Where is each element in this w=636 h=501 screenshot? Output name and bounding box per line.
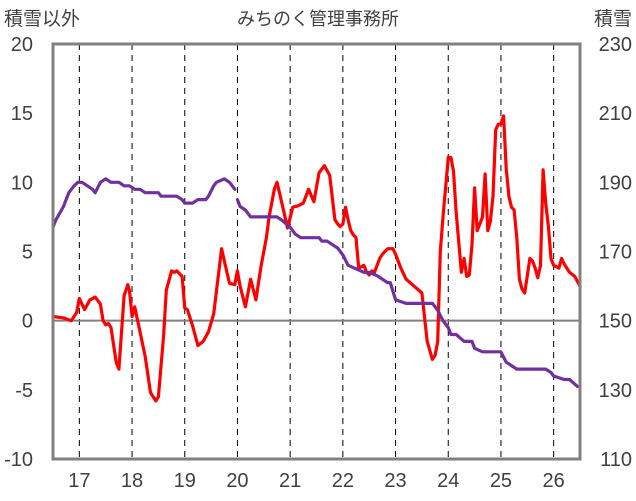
- y-left-axis-label: 積雪以外: [4, 8, 80, 30]
- y-left-tick-label: 10: [11, 172, 33, 194]
- plot-frame: [51, 42, 582, 461]
- chart-title: みちのく管理事務所: [237, 9, 399, 30]
- y-right-axis-label: 積雪: [594, 8, 632, 30]
- temperature-line: [51, 114, 582, 403]
- x-tick-label: 18: [121, 470, 143, 492]
- x-tick-label: 22: [332, 470, 354, 492]
- y-right-tick-label: 190: [599, 172, 632, 194]
- tick-labels: 17 18 19 20 21 22 23 24 25 26 20 15 10 5 0 -5 -10 230 210 1…: [4, 34, 632, 492]
- x-tick-label: 26: [543, 470, 565, 492]
- y-right-tick-label: 130: [599, 380, 632, 402]
- y-right-tick-label: 210: [599, 103, 632, 125]
- x-tick-label: 23: [384, 470, 406, 492]
- snow-depth-line: [51, 177, 237, 229]
- grid: [53, 44, 580, 459]
- x-tick-label: 17: [68, 470, 90, 492]
- y-left-tick-label: -10: [4, 449, 33, 471]
- y-left-tick-label: 20: [11, 34, 33, 56]
- y-right-tick-label: 110: [600, 449, 632, 471]
- y-left-tick-label: -5: [15, 380, 33, 402]
- y-left-tick-label: 15: [11, 103, 33, 125]
- series-group: [51, 114, 582, 403]
- x-tick-label: 25: [490, 470, 512, 492]
- y-left-tick-label: 0: [22, 311, 33, 333]
- x-tick-label: 24: [437, 470, 459, 492]
- y-right-tick-label: 230: [599, 34, 632, 56]
- y-right-tick-label: 150: [599, 311, 632, 333]
- snow-depth-line: [235, 198, 580, 388]
- y-right-tick-label: 170: [599, 242, 632, 264]
- y-left-tick-label: 5: [22, 242, 33, 264]
- x-tick-label: 20: [226, 470, 248, 492]
- x-tick-label: 21: [279, 470, 301, 492]
- x-tick-label: 19: [174, 470, 196, 492]
